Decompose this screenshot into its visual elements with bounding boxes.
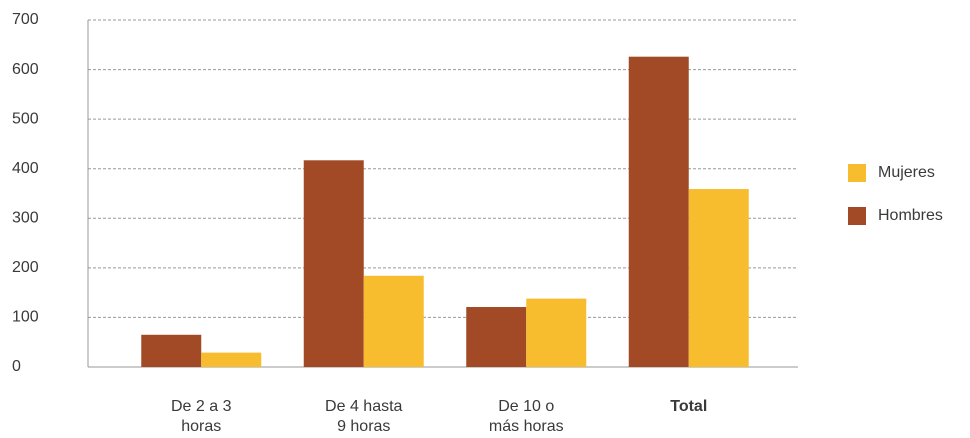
y-tick-label: 500 <box>12 110 39 127</box>
y-tick-label: 600 <box>12 61 39 78</box>
bar <box>628 56 689 367</box>
bar <box>688 189 749 367</box>
bar <box>201 352 262 367</box>
y-tick-label: 200 <box>12 259 39 276</box>
x-tick-label: De 2 a 3 horas <box>171 398 232 435</box>
y-tick-label: 300 <box>12 210 39 227</box>
bar <box>363 275 424 367</box>
legend-swatch <box>848 164 866 182</box>
legend-swatch <box>848 207 866 225</box>
x-tick-label: Total <box>670 398 708 415</box>
legend-label: Hombres <box>878 207 943 224</box>
x-tick-label: De 10 o más horas <box>488 398 564 435</box>
y-tick-label: 0 <box>12 358 21 375</box>
y-tick-label: 100 <box>12 309 39 326</box>
x-tick-label: De 4 hasta 9 horas <box>325 398 403 435</box>
legend-label: Mujeres <box>878 164 935 181</box>
y-tick-label: 700 <box>12 11 39 28</box>
bar <box>141 334 202 367</box>
bar <box>466 307 527 367</box>
bar <box>303 160 364 367</box>
bar <box>526 298 587 367</box>
y-tick-label: 400 <box>12 160 39 177</box>
